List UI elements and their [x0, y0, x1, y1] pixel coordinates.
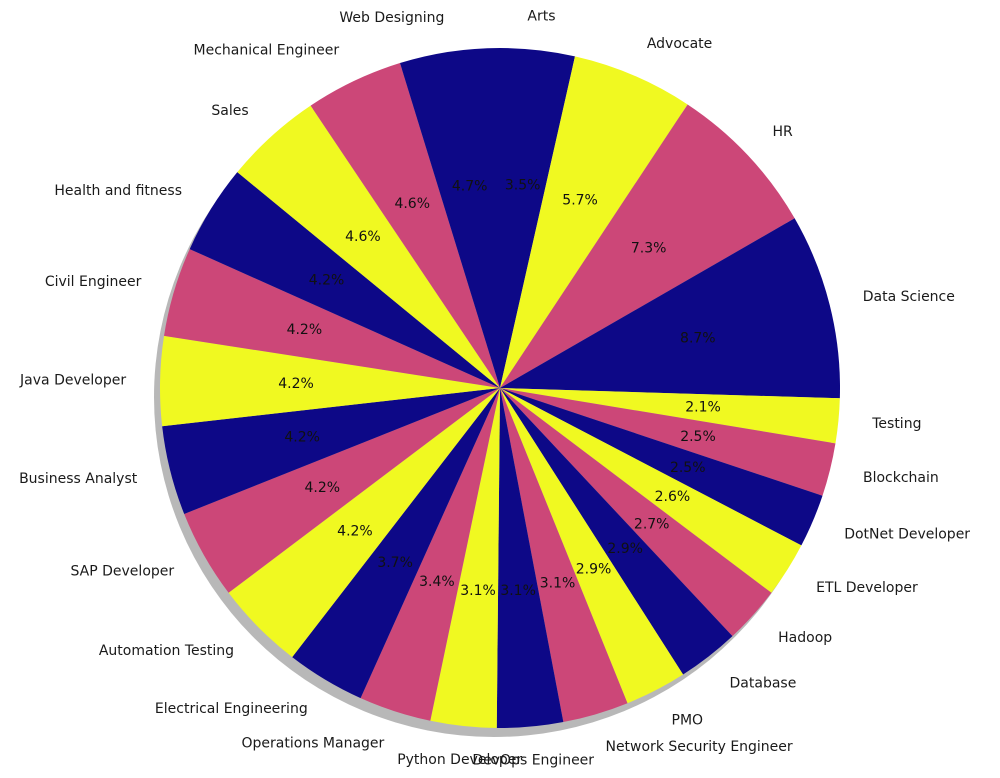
pie-category-label-mechanical-engineer: Mechanical Engineer	[194, 42, 340, 58]
pie-slice-hadoop	[500, 388, 772, 637]
pie-category-label-civil-engineer: Civil Engineer	[45, 274, 142, 290]
pie-pct-label-hadoop: 2.7%	[634, 516, 670, 532]
pie-pct-label-advocate: 5.7%	[562, 192, 598, 208]
pie-slices	[159, 48, 840, 728]
pie-slice-operations-manager	[360, 388, 500, 721]
pie-category-label-etl-developer: ETL Developer	[816, 580, 918, 596]
pie-slice-testing	[500, 388, 840, 444]
pie-pct-label-python-developer: 3.1%	[460, 583, 496, 599]
pie-category-label-python-developer: Python Developer	[397, 752, 522, 768]
pie-category-label-advocate: Advocate	[647, 36, 712, 52]
pie-pct-label-web-designing: 4.7%	[452, 178, 488, 194]
pie-slice-pmo	[500, 388, 684, 704]
pie-slice-dotnet-developer	[500, 388, 823, 546]
pie-pct-label-sales: 4.6%	[345, 229, 381, 245]
pie-pct-label-arts: 3.5%	[505, 177, 541, 193]
pie-category-label-database: Database	[730, 675, 797, 691]
pie-slice-health-and-fitness	[189, 172, 500, 388]
pie-category-labels: Arts Advocate HR Data Science Testing Blockch…	[19, 8, 970, 768]
pie-slice-web-designing	[399, 48, 500, 388]
pie-category-label-sales: Sales	[211, 103, 248, 119]
pie-category-label-network-security-engineer: Network Security Engineer	[605, 739, 792, 755]
pie-pct-label-data-science: 8.7%	[680, 330, 716, 346]
pie-slice-electrical-engineering	[292, 388, 500, 699]
pie-slice-arts	[500, 48, 575, 388]
pie-category-label-testing: Testing	[871, 416, 921, 432]
pie-slice-database	[500, 388, 733, 675]
pie-pct-label-electrical-engineering: 3.7%	[377, 555, 413, 571]
pie-pct-label-operations-manager: 3.4%	[419, 574, 455, 590]
pie-pct-label-network-security-engineer: 3.1%	[540, 576, 576, 592]
pie-category-label-business-analyst: Business Analyst	[19, 471, 138, 487]
pie-category-label-blockchain: Blockchain	[863, 470, 939, 486]
pie-category-label-operations-manager: Operations Manager	[242, 736, 385, 752]
pie-pct-label-mechanical-engineer: 4.6%	[394, 196, 430, 212]
pie-slice-sap-developer	[184, 388, 501, 593]
pie-category-label-hadoop: Hadoop	[778, 630, 832, 646]
pie-slice-sales	[237, 105, 500, 388]
pie-slice-advocate	[500, 56, 688, 389]
pie-percent-labels: 3.5% 5.7% 7.3% 8.7% 2.1% 2.5% 2.5% 2.6% 2.7% 2.9%…	[278, 177, 721, 599]
pie-category-label-health-and-fitness: Health and fitness	[54, 183, 182, 199]
pie-pct-label-pmo: 2.9%	[576, 561, 612, 577]
pie-slice-civil-engineer	[164, 249, 501, 388]
pie-category-label-dotnet-developer: DotNet Developer	[844, 526, 970, 542]
pie-category-label-pmo: PMO	[672, 712, 704, 728]
pie-category-label-hr: HR	[773, 124, 794, 140]
pie-pct-label-java-developer: 4.2%	[278, 376, 314, 392]
pie-category-label-devops-engineer: DevOps Engineer	[472, 753, 594, 769]
pie-pct-label-dotnet-developer: 2.5%	[670, 460, 706, 476]
pie-category-label-automation-testing: Automation Testing	[99, 643, 234, 659]
pie-slice-etl-developer	[500, 388, 802, 593]
pie-pct-label-business-analyst: 4.2%	[284, 430, 320, 446]
pie-slice-devops-engineer	[496, 388, 564, 728]
pie-pct-label-blockchain: 2.5%	[680, 429, 716, 445]
pie-category-label-data-science: Data Science	[863, 289, 955, 305]
pie-pct-label-database: 2.9%	[607, 541, 643, 557]
pie-slice-java-developer	[159, 335, 500, 427]
pie-slice-business-analyst	[162, 388, 501, 514]
pie-slice-python-developer	[430, 388, 500, 728]
pie-pct-label-etl-developer: 2.6%	[655, 489, 691, 505]
pie-slice-data-science	[500, 218, 840, 399]
pie-category-label-arts: Arts	[527, 8, 555, 24]
pie-slice-network-security-engineer	[500, 388, 628, 723]
pie-slice-blockchain	[500, 388, 836, 496]
pie-pct-label-automation-testing: 4.2%	[337, 523, 373, 539]
pie-category-label-web-designing: Web Designing	[339, 10, 444, 26]
pie-pct-label-sap-developer: 4.2%	[304, 480, 340, 496]
pie-pct-label-devops-engineer: 3.1%	[500, 583, 536, 599]
pie-pct-label-hr: 7.3%	[631, 240, 667, 256]
pie-category-label-electrical-engineering: Electrical Engineering	[155, 701, 308, 717]
pie-category-label-sap-developer: SAP Developer	[71, 564, 175, 580]
pie-pct-label-civil-engineer: 4.2%	[287, 322, 323, 338]
pie-slice-automation-testing	[228, 388, 500, 658]
pie-pct-label-health-and-fitness: 4.2%	[309, 273, 345, 289]
pie-slice-mechanical-engineer	[310, 63, 500, 388]
pie-pct-label-testing: 2.1%	[685, 400, 721, 416]
pie-slice-hr	[500, 104, 795, 389]
pie-category-label-java-developer: Java Developer	[19, 372, 126, 388]
